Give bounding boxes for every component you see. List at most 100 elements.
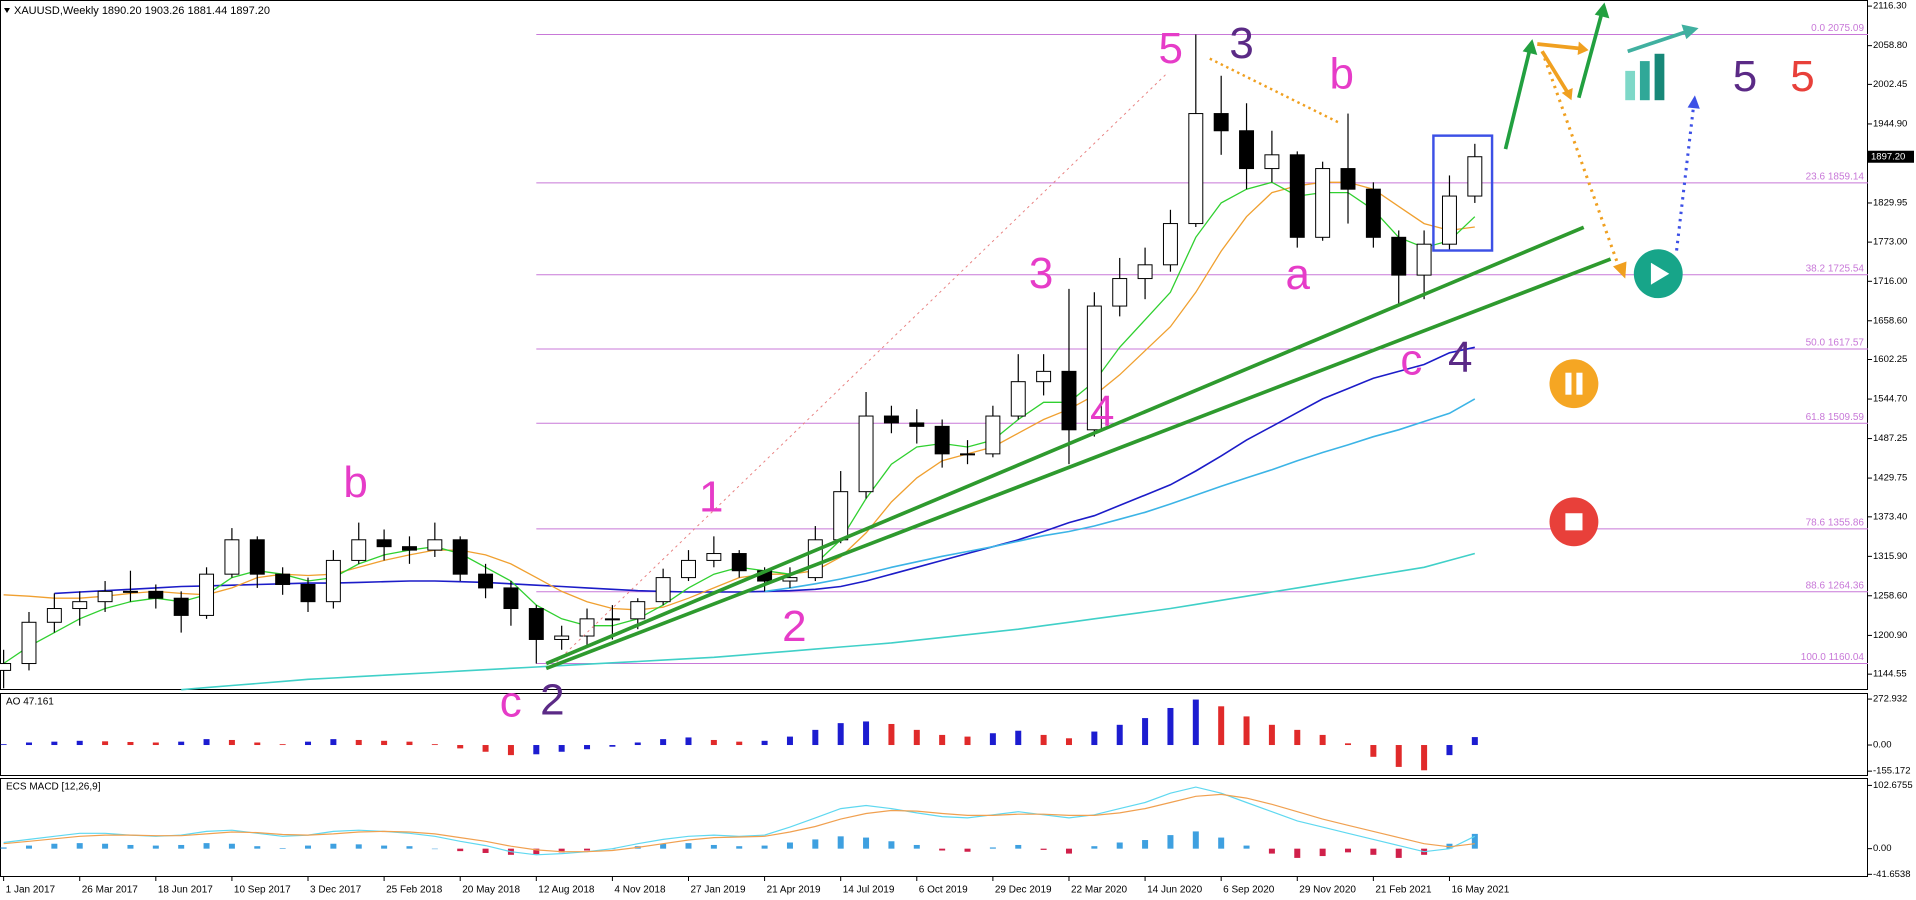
wave-label: 5 xyxy=(1158,24,1182,73)
indicator-bar xyxy=(710,844,717,849)
candle-body xyxy=(427,539,443,551)
indicator-bar xyxy=(228,843,235,849)
candle-body xyxy=(122,590,138,593)
menu-triangle[interactable] xyxy=(4,8,10,13)
candle-body xyxy=(1188,113,1204,225)
price-tag-label: 1897.20 xyxy=(1871,151,1905,162)
indicator-bar xyxy=(1015,844,1022,849)
indicator-bar xyxy=(584,745,591,750)
x-tick-label: 29 Nov 2020 xyxy=(1299,885,1356,896)
indicator-bar xyxy=(431,744,438,746)
indicator-bar xyxy=(837,836,844,849)
x-tick-label: 6 Sep 2020 xyxy=(1223,885,1275,896)
y-tick-label: 1716.00 xyxy=(1873,276,1907,287)
y-tick-label: 1658.60 xyxy=(1873,315,1907,326)
indicator-bar xyxy=(76,740,83,746)
y-tick-label: 1429.75 xyxy=(1873,473,1907,484)
y-tick-label: 102.6755 xyxy=(1873,780,1913,791)
indicator-bar xyxy=(1319,848,1326,857)
y-tick-label: 2058.80 xyxy=(1873,40,1907,51)
candle-body xyxy=(97,590,113,603)
indicator-bar xyxy=(127,844,134,849)
dotted-arrow xyxy=(1675,104,1696,251)
indicator-bar xyxy=(685,737,692,746)
indicator-bar xyxy=(786,736,793,746)
x-tick-label: 12 Aug 2018 xyxy=(538,885,595,896)
icon-bar xyxy=(1625,70,1636,101)
indicator-bar xyxy=(1395,745,1402,767)
indicator-bar xyxy=(761,845,768,849)
indicator-bar xyxy=(1065,848,1072,854)
indicator-bar xyxy=(228,739,235,746)
indicator-bar xyxy=(152,845,159,849)
indicator-bar xyxy=(355,844,362,849)
candle-body xyxy=(478,573,494,589)
fib-anchor-line xyxy=(552,72,1168,667)
indicator-bar xyxy=(0,847,7,849)
candle-body xyxy=(554,635,570,640)
indicator-bar xyxy=(254,742,261,746)
arrowhead xyxy=(1681,24,1699,40)
x-tick-label: 14 Jun 2020 xyxy=(1147,885,1202,896)
indicator-bar xyxy=(888,841,895,849)
x-tick-label: 25 Feb 2018 xyxy=(386,885,443,896)
x-tick-label: 3 Dec 2017 xyxy=(310,885,362,896)
drawings: 5 3 b a c 4 3 4 1 2 c 2 b 5 5 xyxy=(343,2,1815,727)
indicator-bar xyxy=(1116,842,1123,849)
indicator-bar xyxy=(1065,738,1072,746)
candle-body xyxy=(604,618,620,621)
indicator-bar xyxy=(863,721,870,746)
play-glyph xyxy=(1650,262,1670,285)
candle-body xyxy=(909,422,925,427)
indicator-bar xyxy=(1421,745,1428,771)
indicator-bar xyxy=(1167,707,1174,746)
trendline xyxy=(545,225,1585,666)
candle-body xyxy=(300,583,316,603)
candle-body xyxy=(21,621,37,665)
price-tag xyxy=(1868,150,1914,163)
candle-body xyxy=(1162,223,1178,266)
indicator-bar xyxy=(660,843,667,849)
y-tick-label: 1258.60 xyxy=(1873,590,1907,601)
wave-label: 4 xyxy=(1090,387,1114,436)
indicator-bar xyxy=(1015,730,1022,746)
y-tick-label: 1544.70 xyxy=(1873,394,1907,405)
indicator-bar xyxy=(203,843,210,849)
indicator-bar xyxy=(279,848,286,849)
arrow xyxy=(1577,11,1604,99)
indicator-bar xyxy=(888,723,895,746)
icon-bar xyxy=(1639,61,1650,101)
indicator-bar xyxy=(1192,699,1199,746)
indicator-bar xyxy=(305,845,312,849)
indicator-bar xyxy=(1192,831,1199,849)
x-tick-label: 16 May 2021 xyxy=(1451,885,1509,896)
indicator-bar xyxy=(482,848,489,853)
candle-body xyxy=(731,553,747,572)
indicator-bar xyxy=(812,839,819,849)
indicator-bar xyxy=(457,848,464,852)
indicator-bar xyxy=(1471,833,1478,849)
indicator-bar xyxy=(381,845,388,849)
price-frame xyxy=(0,0,1868,690)
indicator-bar xyxy=(406,846,413,849)
arrowhead xyxy=(1613,261,1627,279)
candle-body xyxy=(452,539,468,575)
wave-label: a xyxy=(1286,250,1311,299)
indicator-bar xyxy=(558,848,565,853)
indicator-bar xyxy=(305,741,312,746)
candle-body xyxy=(1416,243,1432,276)
plot-area: 0.0 2075.09 23.6 1859.14 38.2 1725.54 50.0 … xyxy=(0,23,1868,858)
indicator-bar xyxy=(431,848,438,850)
candle-body xyxy=(1467,156,1483,197)
y-tick-label: 1944.90 xyxy=(1873,118,1907,129)
indicator-bar xyxy=(1116,724,1123,746)
wave-label: 1 xyxy=(699,472,723,521)
indicator-bar xyxy=(584,848,591,851)
panel-title: AO 47.161 xyxy=(6,697,54,708)
candle-body xyxy=(199,573,215,616)
indicator-bar xyxy=(1268,724,1275,746)
indicator-bar xyxy=(1345,743,1352,746)
candle-body xyxy=(1391,236,1407,276)
candle-body xyxy=(1315,168,1331,238)
